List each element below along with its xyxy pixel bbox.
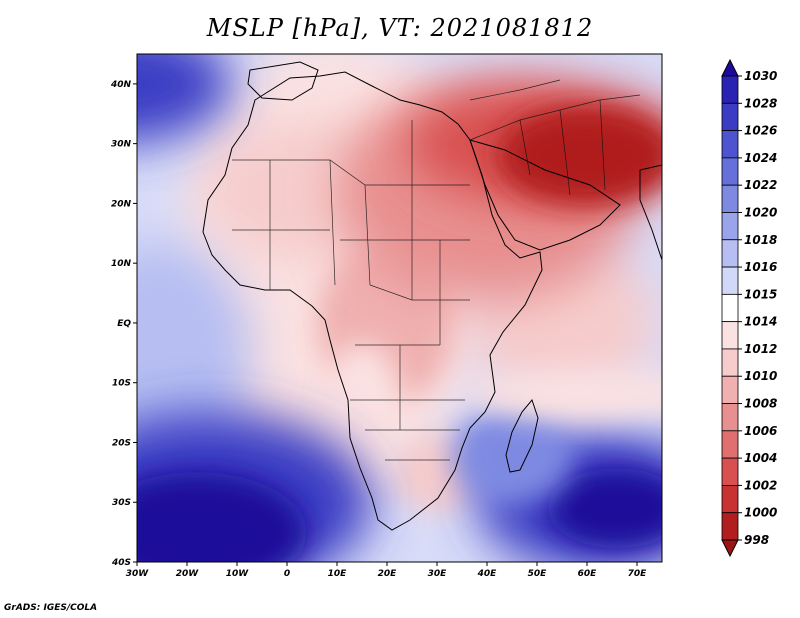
y-tick-label: 10N xyxy=(111,259,132,269)
iberia-coastline xyxy=(247,61,319,101)
madagascar-coastline xyxy=(505,398,539,473)
pressure-region-13 xyxy=(137,472,307,562)
country-borders xyxy=(232,120,470,461)
colorbar-swatch xyxy=(721,239,739,268)
colorbar-label: 1026 xyxy=(744,124,777,138)
x-tick-label: 20W xyxy=(176,569,200,579)
y-tick-label: 30N xyxy=(111,140,132,150)
colorbar-label: 1002 xyxy=(744,478,777,492)
colorbar-swatch xyxy=(721,430,739,459)
colorbar-label: 1015 xyxy=(744,287,777,301)
colorbar-swatch xyxy=(721,157,739,186)
plot-frame xyxy=(136,53,663,563)
x-tick-label: 50E xyxy=(528,569,548,579)
colorbar-swatch xyxy=(721,485,739,514)
y-tick-label: 30S xyxy=(112,498,131,508)
pressure-region-16 xyxy=(452,404,572,505)
colorbar-swatch xyxy=(721,375,739,404)
colorbar-bottom-arrow xyxy=(721,539,739,558)
y-tick-label: EQ xyxy=(117,319,131,329)
middle-east-borders xyxy=(469,79,641,196)
colorbar-swatch xyxy=(721,130,739,159)
x-tick-label: 40E xyxy=(477,569,498,579)
colorbar-label: 1018 xyxy=(744,233,777,247)
africa-coastline xyxy=(202,71,543,531)
grads-credit: GrADS: IGES/COLA xyxy=(4,603,98,613)
y-tick-label: 40S xyxy=(111,558,131,568)
x-tick-label: 60E xyxy=(578,569,598,579)
arabia-coastline xyxy=(469,139,621,251)
colorbar-label: 1022 xyxy=(744,178,777,192)
colorbar-swatch xyxy=(721,184,739,213)
x-tick-label: 0 xyxy=(284,569,290,579)
colorbar-label: 1028 xyxy=(744,96,777,110)
colorbar-label: 1008 xyxy=(744,397,777,411)
colorbar-swatch xyxy=(721,321,739,350)
y-tick-label: 20S xyxy=(112,438,131,448)
x-tick-label: 20E xyxy=(378,569,398,579)
colorbar-label: 1010 xyxy=(744,369,777,383)
y-tick-label: 40N xyxy=(110,80,132,90)
colorbar-label: 1004 xyxy=(744,451,777,465)
colorbar-label: 1016 xyxy=(744,260,777,274)
colorbar-label: 1006 xyxy=(744,424,777,438)
colorbar-swatch xyxy=(721,293,739,323)
pressure-region-7 xyxy=(497,105,662,206)
colorbar-swatch xyxy=(721,403,739,432)
colorbar-swatch xyxy=(721,457,739,486)
pressure-region-15 xyxy=(547,468,662,549)
y-tick-label: 20N xyxy=(111,199,132,209)
india-coastline xyxy=(639,164,662,261)
x-tick-label: 70E xyxy=(628,569,648,579)
x-tick-label: 10W xyxy=(226,569,250,579)
pressure-field xyxy=(137,54,662,562)
colorbar-swatch xyxy=(721,102,739,131)
colorbar-label: 1024 xyxy=(744,151,777,165)
pressure-region-10 xyxy=(137,54,232,143)
chart-title: MSLP [hPa], VT: 2021081812 xyxy=(206,14,594,42)
y-tick-label: 10S xyxy=(112,379,131,389)
pressure-region-9 xyxy=(322,342,402,483)
colorbar-swatch xyxy=(721,512,739,541)
colorbar-swatch xyxy=(721,212,739,241)
colorbar-label: 1030 xyxy=(744,69,777,83)
colorbar-swatch xyxy=(721,266,739,295)
colorbar-swatch xyxy=(721,75,739,104)
x-tick-label: 30W xyxy=(126,569,150,579)
x-tick-label: 10E xyxy=(328,569,348,579)
colorbar-top-arrow xyxy=(721,58,739,77)
x-tick-label: 30E xyxy=(428,569,448,579)
colorbar-label: 1014 xyxy=(744,315,777,329)
colorbar-label: 1012 xyxy=(744,342,777,356)
colorbar-swatch xyxy=(721,348,739,377)
pressure-region-17 xyxy=(467,369,662,420)
colorbar-label: 1020 xyxy=(744,205,777,219)
colorbar-label: 1000 xyxy=(744,506,777,520)
colorbar-label: 998 xyxy=(744,533,769,547)
pressure-region-11 xyxy=(137,242,252,463)
